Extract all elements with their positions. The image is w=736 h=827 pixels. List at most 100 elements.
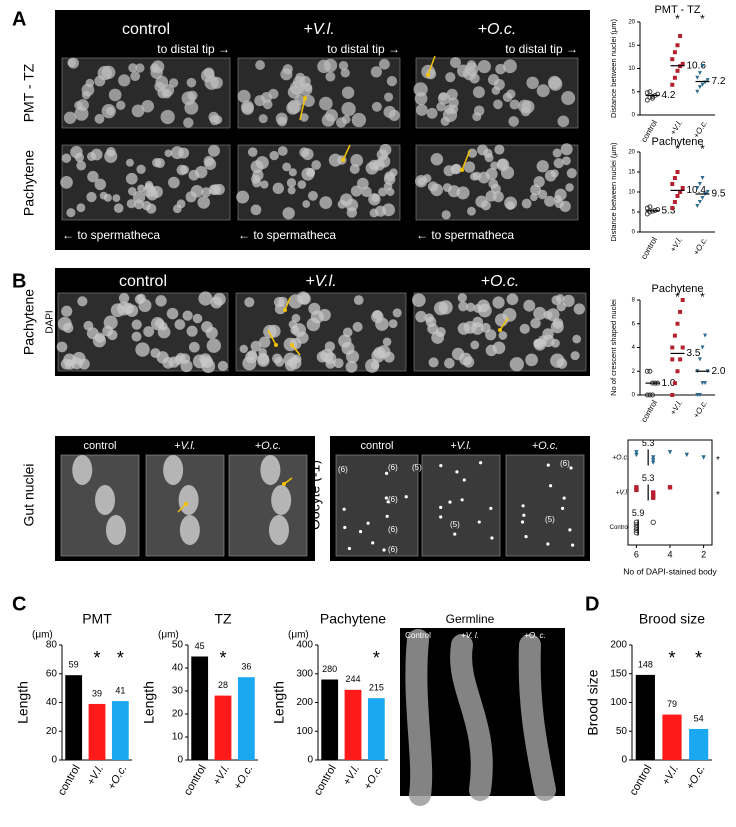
x-tick-label: control: [56, 763, 83, 798]
point: [684, 452, 689, 458]
gut-nucleus: [179, 515, 200, 545]
point: [672, 333, 677, 338]
bar: [367, 698, 385, 760]
micrograph: [335, 454, 419, 557]
nucleus: [457, 64, 470, 78]
nucleus: [427, 181, 439, 192]
nucleus: [441, 210, 451, 220]
y-tick-label: +V.l.: [615, 489, 629, 496]
y-tick-label: 0: [177, 755, 183, 766]
dapi-body: [548, 484, 553, 488]
dapi-body: [382, 548, 386, 552]
nucleus: [135, 63, 145, 73]
significance: *: [700, 290, 705, 304]
nucleus: [141, 99, 155, 113]
nucleus: [76, 203, 86, 213]
nucleus: [116, 100, 126, 111]
value-label: 79: [667, 699, 677, 709]
nucleus: [252, 178, 262, 188]
nucleus: [570, 351, 580, 361]
nucleus: [340, 68, 350, 78]
y-tick-label: 0: [632, 230, 636, 236]
x-tick-label: +O.c.: [362, 763, 386, 792]
x-tick-label: +V.l.: [660, 763, 681, 788]
point: [651, 457, 656, 463]
nucleus: [280, 68, 293, 81]
nucleus: [444, 358, 455, 369]
mean-label: 3.5: [687, 348, 701, 359]
point: [700, 381, 705, 386]
y-tick-label: 60: [46, 668, 58, 679]
nucleus: [275, 112, 288, 125]
chart-title: PMT - TZ: [654, 4, 700, 16]
nucleus: [306, 167, 315, 177]
nucleus: [483, 148, 493, 158]
y-tick-label: 20: [628, 150, 635, 156]
nucleus: [493, 99, 503, 110]
nucleus: [560, 143, 573, 156]
point: [647, 209, 653, 215]
point: [644, 205, 650, 211]
mean-label: 5.9: [632, 508, 645, 518]
dapi-body: [490, 536, 494, 540]
nucleus: [472, 112, 482, 122]
dapi-body: [343, 525, 347, 530]
nucleus: [183, 117, 194, 128]
nucleus: [370, 66, 382, 78]
nucleus: [81, 83, 95, 97]
nucleus: [112, 194, 121, 203]
arrow: [299, 97, 306, 121]
x-tick-label: +V.l.: [668, 236, 684, 254]
nucleus: [502, 92, 513, 103]
nucleus: [241, 102, 254, 115]
nucleus: [336, 117, 347, 128]
nucleus: [494, 144, 505, 155]
value-label: 59: [69, 660, 79, 670]
plot-frame: [627, 439, 713, 546]
nucleus: [526, 76, 539, 90]
nucleus: [463, 321, 477, 334]
nucleus: [412, 293, 426, 308]
bar: [65, 675, 83, 760]
nucleus: [445, 72, 456, 83]
column-title: +V.l.: [303, 21, 334, 38]
value-label: 41: [115, 685, 125, 695]
nucleus: [186, 77, 197, 88]
nucleus: [544, 195, 555, 207]
direction-label: to distal tip →: [505, 42, 578, 56]
x-tick-label: control: [312, 763, 339, 798]
point: [700, 196, 705, 200]
dapi-body: [404, 495, 408, 499]
panel-letter: B: [12, 270, 26, 292]
dapi-body: [371, 541, 375, 545]
nucleus: [128, 63, 138, 73]
nucleus: [258, 336, 271, 348]
point: [695, 204, 700, 208]
nucleus: [382, 337, 392, 347]
point: [697, 71, 702, 76]
unit-label: (μm): [158, 630, 179, 641]
nucleus: [422, 174, 432, 183]
nucleus: [135, 342, 150, 357]
nucleus: [260, 180, 269, 189]
point: [650, 519, 656, 525]
point: [651, 490, 656, 495]
nucleus: [299, 147, 310, 158]
dapi-body: [358, 530, 363, 534]
nucleus: [341, 101, 356, 117]
nucleus: [268, 88, 279, 100]
column-title: control: [122, 21, 170, 38]
point: [705, 78, 710, 83]
nucleus: [467, 206, 476, 216]
nucleus: [160, 109, 175, 125]
nucleus: [273, 296, 285, 308]
arrow: [461, 149, 471, 171]
nucleus: [132, 191, 146, 204]
nucleus: [566, 168, 577, 179]
point: [705, 190, 710, 194]
nucleus: [473, 304, 483, 313]
nucleus: [144, 180, 154, 190]
count-label: (6): [338, 465, 348, 474]
nucleus: [389, 168, 398, 177]
nucleus: [110, 303, 125, 318]
